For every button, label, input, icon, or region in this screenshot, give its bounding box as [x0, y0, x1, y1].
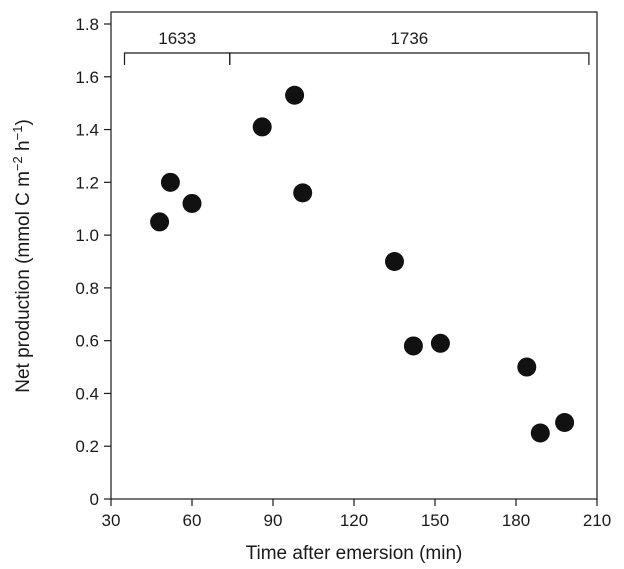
y-tick-label: 0.8	[75, 279, 99, 298]
y-tick-label: 0.4	[75, 384, 99, 403]
axes	[110, 11, 598, 500]
data-point	[517, 357, 537, 377]
y-axis-title-sup2: −1	[10, 126, 25, 141]
data-point	[403, 336, 423, 356]
x-tick-label: 180	[502, 511, 530, 530]
y-tick-label: 1.6	[75, 68, 99, 87]
x-tick-label: 90	[264, 511, 283, 530]
y-tick-label: 1.0	[75, 226, 99, 245]
y-tick-label: 1.2	[75, 173, 99, 192]
bracket-1736	[229, 52, 590, 66]
x-tick-label: 150	[421, 511, 449, 530]
data-point	[293, 183, 313, 203]
x-tick-label: 210	[583, 511, 611, 530]
x-tick-label: 30	[102, 511, 121, 530]
y-tick-label: 0.6	[75, 332, 99, 351]
x-tick-label: 120	[340, 511, 368, 530]
bracket-label: 1633	[158, 29, 196, 48]
y-tick-label: 1.4	[75, 121, 99, 140]
y-tick-label: 1.8	[75, 15, 99, 34]
y-tick-label: 0	[90, 490, 99, 509]
data-point	[385, 252, 404, 271]
x-axis-ticks: 30 60 90 120 150 180 210	[102, 499, 611, 530]
y-tick-label: 0.2	[75, 437, 99, 456]
x-axis-title: Time after emersion (min)	[246, 543, 463, 564]
y-axis-title-middle: h	[13, 140, 34, 156]
bracket-label: 1736	[390, 29, 428, 48]
data-points	[150, 85, 575, 443]
y-axis-title-prefix: Net production (mmol C m	[13, 171, 34, 393]
data-point	[555, 412, 575, 432]
data-point	[252, 117, 272, 137]
data-point	[160, 172, 180, 192]
data-point	[150, 212, 170, 232]
x-tick-label: 60	[183, 511, 202, 530]
data-point	[530, 423, 550, 443]
plot-frame	[110, 11, 598, 500]
y-axis-title-sup1: −2	[10, 156, 25, 171]
year-brackets: 1633 1736	[123, 29, 590, 66]
y-axis-title: Net production (mmol C m−2 h−1)	[10, 119, 34, 393]
bracket-1633	[123, 52, 231, 66]
y-axis-title-suffix: )	[13, 119, 34, 125]
data-point	[285, 85, 305, 105]
data-point	[182, 193, 202, 213]
y-axis-ticks: 0 0.2 0.4 0.6 0.8 1.0 1.2 1.4 1.6 1.8	[75, 15, 111, 509]
data-point	[430, 333, 450, 353]
